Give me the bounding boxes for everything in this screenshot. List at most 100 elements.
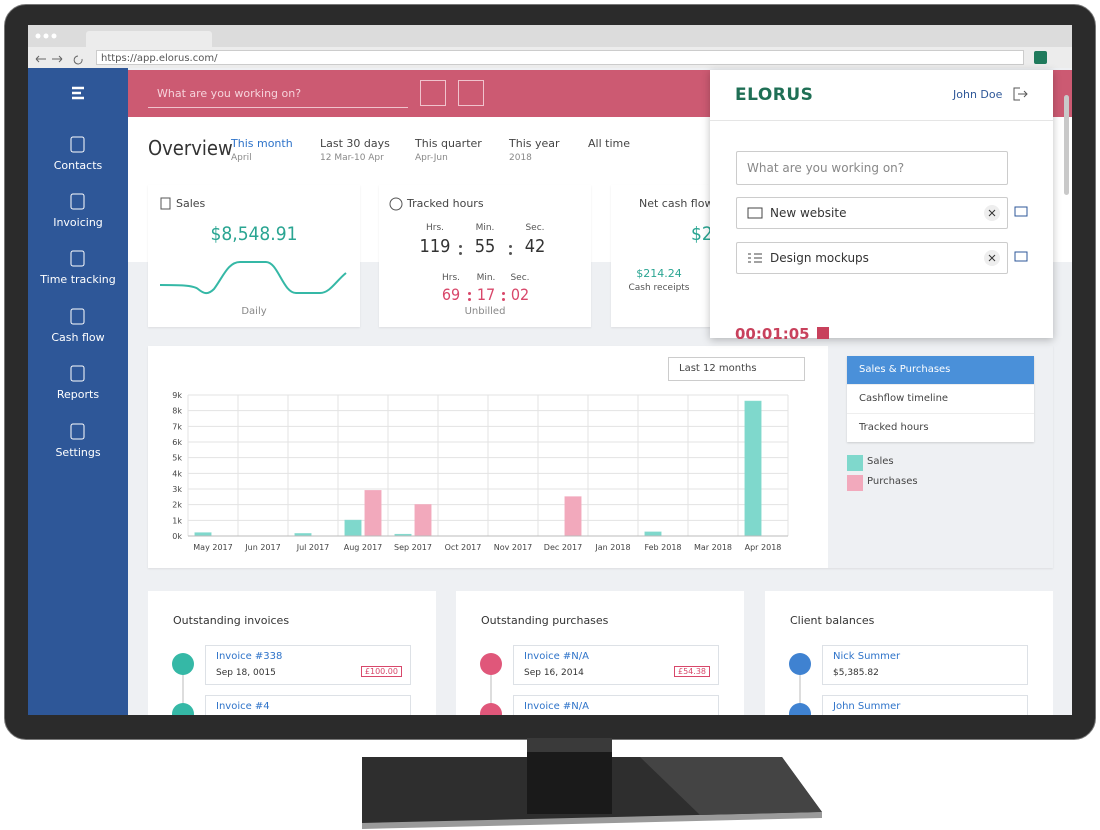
view-option[interactable]: Sales & Purchases [847,356,1034,384]
list-card: Client balances Nick Summer $5,385.82 John … [765,591,1053,715]
item-detail: Sep 16, 2014 [524,668,584,678]
bar [344,519,362,537]
card-title: Net cash flow [639,197,714,210]
y-tick-label: 3k [172,485,182,494]
item-name: Invoice #338 [216,651,283,662]
timer-popup: ELORUS John Doe What are you working on?… [710,70,1053,343]
user-name[interactable]: John Doe [953,88,1003,101]
x-tick-label: Jan 2018 [594,543,630,552]
url-bar[interactable]: https://app.elorus.com/ [96,50,1024,65]
sidebar-item[interactable]: Reports [56,388,100,401]
period-sub: April [231,153,252,163]
view-menu: Sales & Purchases Cashflow timeline Tracke… [847,356,1034,442]
sidebar-item[interactable]: Cash flow [51,331,105,344]
unit-label: Sec. [525,223,545,233]
list-card: Outstanding purchases Invoice #N/A Sep 16,… [456,591,744,715]
period-tab[interactable]: All time [588,137,630,150]
list-item[interactable]: Nick Summer $5,385.82 [822,645,1028,685]
timeline-icon [480,653,502,675]
period-tab[interactable]: This quarter [415,137,482,150]
icon-shape [70,365,85,382]
project-tag[interactable]: New website [736,197,1008,229]
sidebar-icon [70,250,85,267]
unit-label: Sec. [510,273,530,283]
legend-label: Purchases [867,476,918,487]
bar-chart: 0k 1k 2k 3k 4k 5k 6k 7k 8k 9k May 2017 Jun 2017 Jul … [172,391,789,552]
timeline [799,661,801,715]
list-item[interactable]: John Summer [822,695,1028,715]
unbilled-seconds: 02 [510,285,530,304]
app-logo[interactable] [70,85,86,101]
x-tick-label: Jul 2017 [296,543,330,552]
separator [502,298,505,301]
browser-tab[interactable] [86,31,212,47]
sidebar-item[interactable]: Contacts [53,159,103,172]
sidebar-icon [70,308,85,325]
timer: 00:01:05 [735,325,810,343]
item-detail: Sep 18, 0015 [216,668,276,678]
period-tab[interactable]: Last 30 days [320,137,390,150]
list-card: Outstanding invoices Invoice #338 Sep 18, … [148,591,436,715]
list-title: Outstanding invoices [173,614,290,627]
sidebar-icon [70,193,85,210]
bar [564,496,582,537]
period-sub: 12 Mar-10 Apr [320,153,384,163]
y-tick-label: 2k [172,501,182,510]
search-input[interactable]: What are you working on? [148,80,408,108]
unit-label: Hrs. [425,223,445,233]
stop-button[interactable] [817,327,829,339]
monitor-stand [362,738,822,829]
view-option[interactable]: Tracked hours [847,413,1034,442]
task-tag[interactable]: Design mockups [736,242,1008,274]
x-tick-label: Aug 2017 [344,543,383,552]
list-item[interactable]: Invoice #N/A [513,695,719,715]
popup-icons [747,205,1028,266]
y-tick-label: 5k [172,454,182,463]
task-button[interactable] [458,80,484,106]
logout-icon[interactable] [1012,86,1028,102]
legend-swatch [847,455,863,471]
sidebar-item[interactable]: Settings [55,446,101,459]
separator [509,252,512,255]
icon-shape [70,250,85,267]
period-tab[interactable]: This year [509,137,560,150]
y-tick-label: 6k [172,438,182,447]
popup-logo: ELORUS [735,85,814,105]
separator [502,292,505,295]
x-tick-label: Oct 2017 [445,543,482,552]
range-select[interactable]: Last 12 months [668,357,805,381]
timeline-icon [172,653,194,675]
timeline-icon [789,653,811,675]
seconds: 42 [524,236,546,257]
y-tick-label: 9k [172,391,182,400]
tracked-hours-card: Tracked hours Hrs. Min. Sec. 119 55 42 H… [379,185,591,327]
sparkline [159,197,347,295]
unit-label: Hrs. [441,273,461,283]
project-button[interactable] [420,80,446,106]
sidebar-item[interactable]: Time tracking [40,273,116,286]
x-tick-label: May 2017 [193,543,232,552]
item-amount: £100.00 [360,666,402,677]
screen: https://app.elorus.com/ What are you wor… [28,25,1072,715]
bar [414,504,432,537]
sales-amount: $8,548.91 [210,223,298,245]
period-tab[interactable]: This month [231,137,293,150]
y-tick-label: 4k [172,469,182,478]
item-amount: £54.38 [674,666,710,677]
card-title: Sales [176,197,206,210]
sidebar-item[interactable]: Invoicing [53,216,103,229]
extension-icon[interactable] [1034,51,1047,64]
separator [459,252,462,255]
x-tick-label: Mar 2018 [694,543,732,552]
y-tick-label: 8k [172,407,182,416]
overview-title: Overview [148,136,233,160]
separator [459,245,462,248]
icon-shape [70,193,85,210]
list-item[interactable]: Invoice #4 [205,695,411,715]
item-name: Nick Summer [833,651,901,662]
view-option[interactable]: Cashflow timeline [847,384,1034,413]
popup-input[interactable]: What are you working on? [736,151,1008,185]
list-item[interactable]: Invoice #N/A Sep 16, 2014 £54.38 [513,645,719,685]
period-sub: Apr-Jun [415,153,448,163]
list-item[interactable]: Invoice #338 Sep 18, 0015 £100.00 [205,645,411,685]
